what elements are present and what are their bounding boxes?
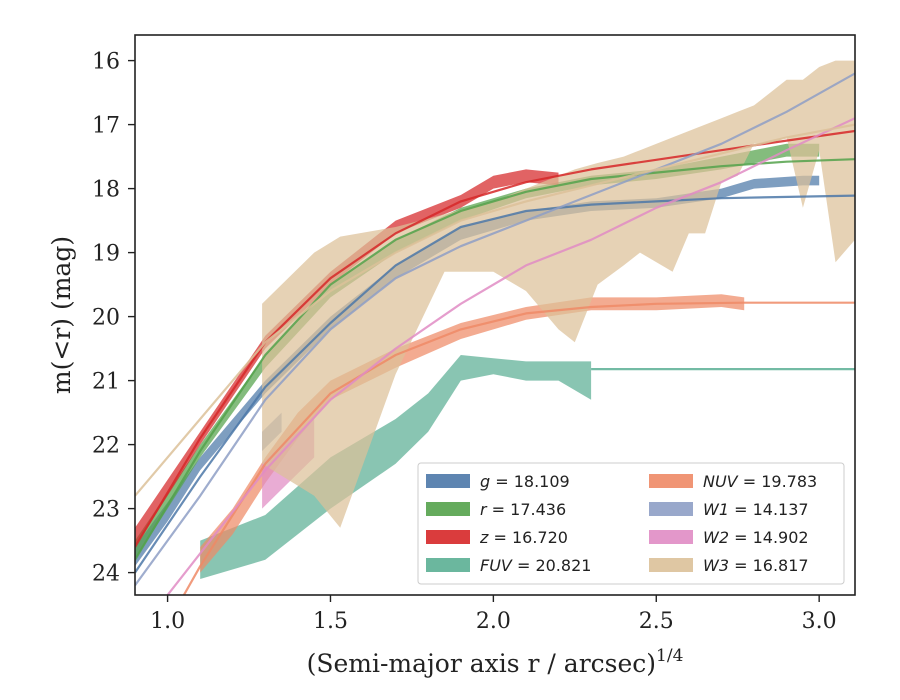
y-tick-label: 18 xyxy=(92,178,120,203)
model-w2 xyxy=(166,117,855,595)
legend-label-w3: W3 = 16.817 xyxy=(703,556,809,575)
legend-value: = 14.137 xyxy=(729,500,809,519)
x-axis-label-superscript: 1/4 xyxy=(656,646,683,666)
y-tick-label: 24 xyxy=(92,562,120,587)
y-axis-label: m(<r) (mag) xyxy=(47,236,76,394)
legend-value: = 16.817 xyxy=(729,556,809,575)
legend-variable: W2 xyxy=(703,528,729,547)
models-layer xyxy=(135,72,855,595)
model-r xyxy=(135,158,855,561)
legend-swatch-nuv xyxy=(649,474,693,488)
legend-label-fuv: FUV = 20.821 xyxy=(480,556,591,575)
legend-variable: W1 xyxy=(703,500,729,519)
legend-label-w2: W2 = 14.902 xyxy=(703,528,809,547)
y-axis: 16 17 18 19 20 21 22 23 24 xyxy=(92,50,135,587)
bands-layer xyxy=(135,60,855,579)
legend-value: = 17.436 xyxy=(487,500,567,519)
legend-label-w1: W1 = 14.137 xyxy=(703,500,809,519)
legend-variable: g xyxy=(480,472,490,491)
y-tick-label: 17 xyxy=(92,114,120,139)
model-w3 xyxy=(135,123,855,497)
legend-variable: NUV xyxy=(703,472,739,491)
legend-swatch-r xyxy=(426,502,470,516)
legend-label-nuv: NUV = 19.783 xyxy=(703,472,817,491)
legend-label-z: z = 16.720 xyxy=(479,528,568,547)
legend-swatch-w3 xyxy=(649,558,693,572)
legend-swatch-g xyxy=(426,474,470,488)
y-tick-label: 23 xyxy=(92,498,120,523)
legend-swatch-fuv xyxy=(426,558,470,572)
band-fuv xyxy=(200,355,592,579)
y-tick-label: 22 xyxy=(92,434,120,459)
x-tick-label: 1.0 xyxy=(150,609,185,634)
plot-area xyxy=(135,60,855,595)
x-tick-label: 3.0 xyxy=(802,609,837,634)
legend-variable: r xyxy=(480,500,488,519)
legend-box xyxy=(417,462,845,585)
legend-value: = 14.902 xyxy=(729,528,809,547)
legend-variable: FUV xyxy=(480,556,513,575)
legend-label-g: g = 18.109 xyxy=(480,472,570,491)
legend-value: = 16.720 xyxy=(488,528,568,547)
legend-value: = 18.109 xyxy=(490,472,570,491)
x-tick-label: 1.5 xyxy=(313,609,348,634)
legend-swatch-w1 xyxy=(649,502,693,516)
model-z xyxy=(135,129,855,548)
legend-value: = 19.783 xyxy=(738,472,818,491)
model-w1 xyxy=(135,72,855,587)
legend-swatch-z xyxy=(426,530,470,544)
x-tick-label: 2.0 xyxy=(476,609,511,634)
band-w3 xyxy=(262,60,855,528)
y-tick-label: 16 xyxy=(92,50,120,75)
x-axis-label: (Semi-major axis r / arcsec)1/4 xyxy=(307,646,684,678)
y-tick-label: 20 xyxy=(92,306,120,331)
legend-value: = 20.821 xyxy=(512,556,592,575)
legend-variable: W3 xyxy=(703,556,729,575)
legend-variable: z xyxy=(479,528,489,547)
y-tick-label: 19 xyxy=(92,242,120,267)
legend-label-r: r = 17.436 xyxy=(480,500,566,519)
y-tick-label: 21 xyxy=(92,370,120,395)
plot-frame xyxy=(134,34,856,596)
x-tick-label: 2.5 xyxy=(639,609,674,634)
x-axis: 1.0 1.5 2.0 2.5 3.0 xyxy=(150,595,837,634)
legend-swatch-w2 xyxy=(649,530,693,544)
